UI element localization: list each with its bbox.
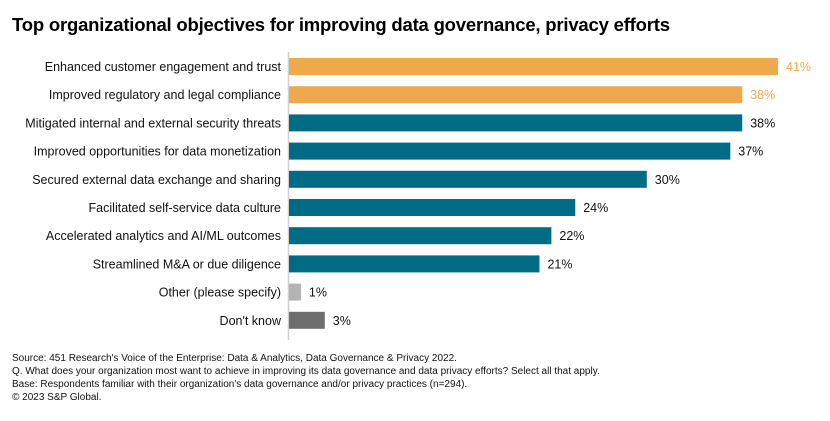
category-label: Enhanced customer engagement and trust bbox=[45, 60, 282, 74]
bar bbox=[289, 255, 540, 273]
category-label: Mitigated internal and external security… bbox=[25, 116, 281, 130]
category-label: Improved opportunities for data monetiza… bbox=[34, 145, 281, 159]
copyright-note: © 2023 S&P Global. bbox=[12, 392, 102, 403]
bar bbox=[289, 58, 778, 75]
data-label: 24% bbox=[583, 201, 608, 215]
data-label: 37% bbox=[738, 145, 763, 159]
bar bbox=[289, 170, 647, 188]
data-label: 1% bbox=[309, 286, 327, 300]
bar bbox=[289, 227, 552, 245]
data-label: 21% bbox=[547, 257, 572, 271]
data-label: 3% bbox=[333, 314, 351, 328]
category-label: Streamlined M&A or due diligence bbox=[93, 257, 281, 271]
data-label: 38% bbox=[750, 116, 775, 130]
category-label: Other (please specify) bbox=[159, 286, 281, 300]
data-label: 30% bbox=[655, 173, 680, 187]
source-note: Source: 451 Research's Voice of the Ente… bbox=[12, 353, 457, 364]
chart-title: Top organizational objectives for improv… bbox=[12, 14, 670, 35]
question-note: Q. What does your organization most want… bbox=[12, 366, 600, 377]
data-label: 38% bbox=[750, 88, 775, 102]
data-label: 41% bbox=[786, 60, 811, 74]
category-label: Accelerated analytics and AI/ML outcomes bbox=[46, 229, 281, 243]
bar bbox=[289, 199, 576, 216]
data-label: 22% bbox=[559, 229, 584, 243]
bar bbox=[289, 86, 743, 104]
category-label: Facilitated self-service data culture bbox=[89, 201, 281, 215]
base-note: Base: Respondents familiar with their or… bbox=[12, 379, 468, 390]
category-label: Secured external data exchange and shari… bbox=[32, 173, 281, 187]
bar bbox=[289, 142, 731, 160]
category-label: Improved regulatory and legal compliance bbox=[49, 88, 281, 102]
bar-chart: Enhanced customer engagement and trust 41… bbox=[25, 52, 811, 340]
bar bbox=[289, 283, 301, 301]
bar bbox=[289, 114, 743, 132]
bar bbox=[289, 311, 325, 329]
footnotes: Source: 451 Research's Voice of the Ente… bbox=[12, 352, 600, 404]
category-label: Don't know bbox=[220, 314, 282, 328]
